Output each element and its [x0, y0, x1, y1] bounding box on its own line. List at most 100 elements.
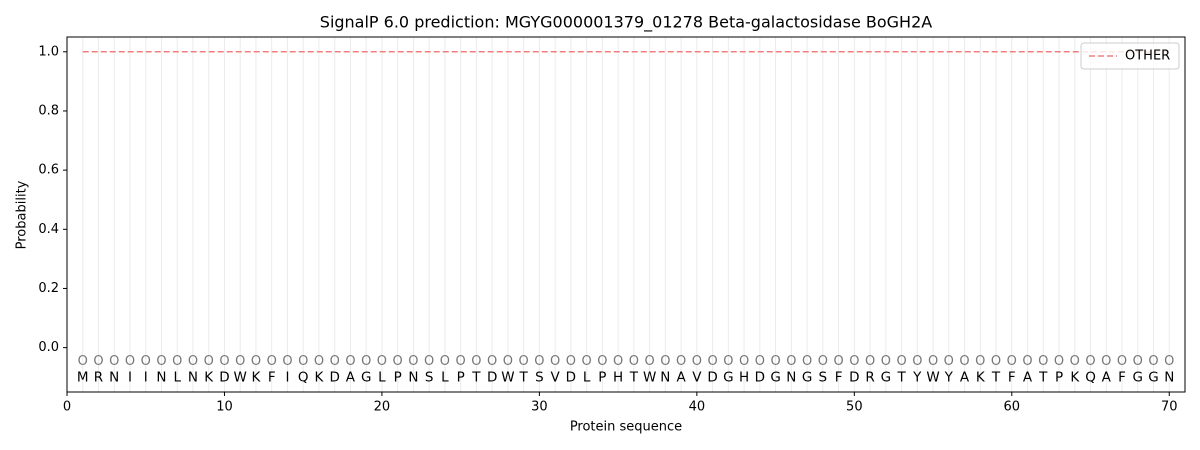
residue-letter: L — [173, 370, 181, 386]
residue-annotation: O — [755, 354, 765, 369]
residue-letter: N — [660, 370, 670, 386]
residue-letter: L — [441, 370, 449, 386]
residue-letter: S — [819, 370, 828, 386]
legend-box — [1080, 42, 1180, 70]
residue-letter: A — [346, 370, 356, 386]
residue-letter: W — [926, 370, 939, 386]
residue-annotation: O — [156, 354, 166, 369]
residue-letter: A — [1102, 370, 1112, 386]
residue-annotation: O — [503, 354, 513, 369]
residue-letter: Q — [1085, 370, 1096, 386]
residue-annotation: O — [141, 354, 151, 369]
residue-letter: D — [755, 370, 765, 386]
residue-annotation: O — [959, 354, 969, 369]
residue-annotation: O — [550, 354, 560, 369]
residue-annotation: O — [377, 354, 387, 369]
residue-letter: H — [613, 370, 623, 386]
x-tick-label: 50 — [846, 400, 863, 415]
residue-annotation: O — [204, 354, 214, 369]
residue-letter: D — [329, 370, 339, 386]
residue-annotation: O — [1148, 354, 1158, 369]
residue-annotation: O — [282, 354, 292, 369]
legend-label: OTHER — [1125, 49, 1170, 64]
residue-letter: N — [188, 370, 198, 386]
residue-annotation: O — [534, 354, 544, 369]
residue-annotation: O — [582, 354, 592, 369]
residue-annotation: O — [975, 354, 985, 369]
residue-letter: D — [566, 370, 576, 386]
residue-annotation: O — [314, 354, 324, 369]
residue-letter: N — [408, 370, 418, 386]
residue-letter: G — [1148, 370, 1158, 386]
x-tick-label: 60 — [1004, 400, 1021, 415]
x-tick-label: 30 — [531, 400, 548, 415]
residue-letter: T — [896, 370, 906, 386]
x-axis-label: Protein sequence — [570, 420, 682, 435]
residue-annotation: O — [298, 354, 308, 369]
residue-letter: H — [739, 370, 749, 386]
residue-letter: W — [501, 370, 514, 386]
residue-letter: Q — [298, 370, 309, 386]
residue-annotation: O — [361, 354, 371, 369]
x-tick-label: 10 — [216, 400, 233, 415]
residue-annotation: O — [786, 354, 796, 369]
residue-annotation: O — [519, 354, 529, 369]
residue-annotation: O — [172, 354, 182, 369]
residue-annotation: O — [487, 354, 497, 369]
residue-annotation: O — [456, 354, 466, 369]
y-tick-label: 0.4 — [38, 222, 59, 237]
residue-annotation: O — [833, 354, 843, 369]
residue-letter: T — [1038, 370, 1048, 386]
residue-letter: W — [643, 370, 656, 386]
plot-frame — [66, 36, 1186, 393]
residue-annotation: O — [912, 354, 922, 369]
residue-annotation: O — [770, 354, 780, 369]
residue-annotation: O — [267, 354, 277, 369]
y-axis-label: Probability — [15, 180, 30, 249]
residue-annotation: O — [660, 354, 670, 369]
residue-letter: L — [583, 370, 591, 386]
residue-letter: I — [128, 370, 132, 386]
residue-annotation: O — [424, 354, 434, 369]
residue-annotation: O — [219, 354, 229, 369]
residue-annotation: O — [78, 354, 88, 369]
residue-letter: T — [991, 370, 1001, 386]
residue-annotation: O — [1038, 354, 1048, 369]
residue-annotation: O — [93, 354, 103, 369]
residue-annotation: O — [723, 354, 733, 369]
residue-annotation: O — [865, 354, 875, 369]
residue-letter: S — [535, 370, 544, 386]
residue-letter: K — [204, 370, 214, 386]
residue-letter: P — [394, 370, 402, 386]
y-tick-label: 0.8 — [38, 103, 59, 118]
y-tick-label: 0.0 — [38, 340, 59, 355]
residue-annotation: O — [597, 354, 607, 369]
residue-letter: G — [770, 370, 780, 386]
y-tick-label: 1.0 — [38, 44, 59, 59]
residue-letter: N — [156, 370, 166, 386]
residue-annotation: O — [1117, 354, 1127, 369]
residue-annotation: O — [125, 354, 135, 369]
residue-annotation: O — [692, 354, 702, 369]
residue-annotation: O — [471, 354, 481, 369]
residue-letter: F — [1008, 370, 1016, 386]
x-tick-label: 40 — [689, 400, 706, 415]
residue-annotation: O — [739, 354, 749, 369]
residue-annotation: O — [928, 354, 938, 369]
residue-letter: K — [976, 370, 986, 386]
residue-annotation: O — [849, 354, 859, 369]
residue-annotation: O — [1133, 354, 1143, 369]
residue-letter: P — [457, 370, 465, 386]
residue-letter: F — [268, 370, 276, 386]
residue-annotation: O — [330, 354, 340, 369]
residue-letter: A — [960, 370, 970, 386]
residue-letter: D — [707, 370, 717, 386]
x-tick-label: 20 — [374, 400, 391, 415]
residue-annotation: O — [440, 354, 450, 369]
residue-letter: A — [1023, 370, 1033, 386]
x-tick-label: 0 — [63, 400, 71, 415]
residue-annotation: O — [235, 354, 245, 369]
residue-letter: S — [425, 370, 434, 386]
residue-annotation: O — [408, 354, 418, 369]
residue-letter: F — [1118, 370, 1126, 386]
